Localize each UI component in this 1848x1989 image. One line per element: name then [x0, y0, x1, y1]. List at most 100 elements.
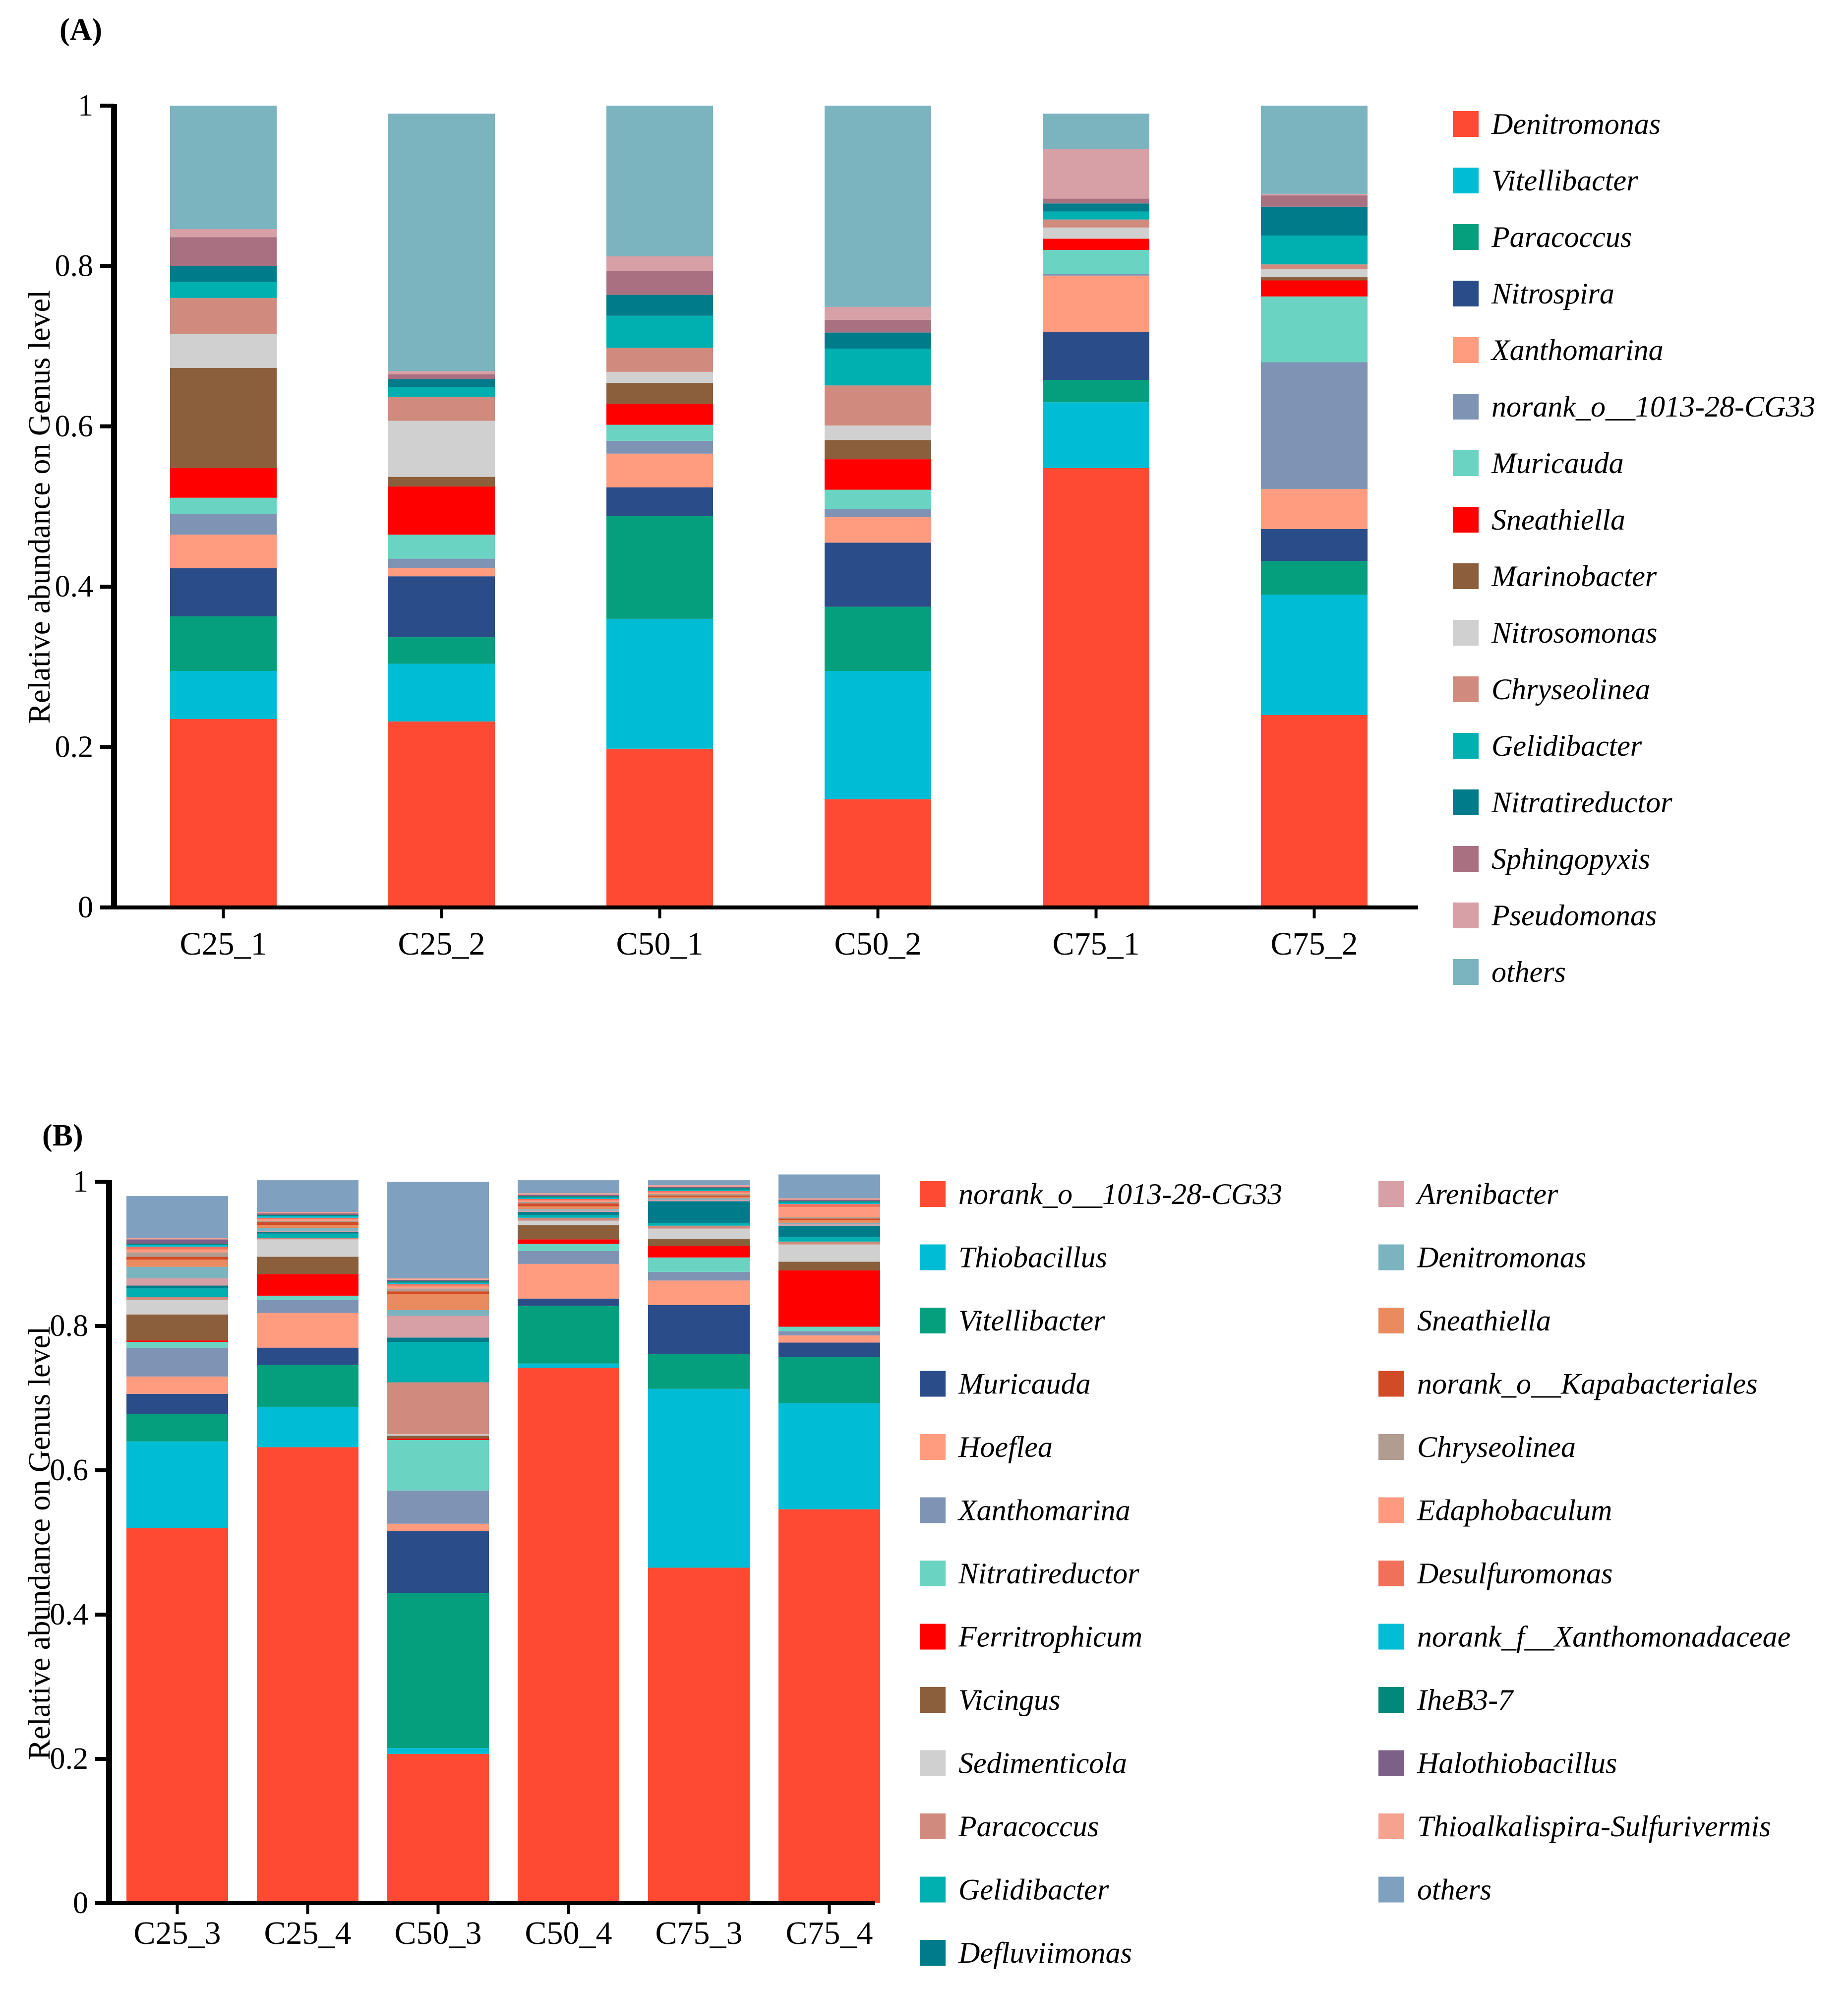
bar-segment-C75_4-Arenibacter [778, 1224, 880, 1226]
legend-label: Nitratireductor [1491, 786, 1672, 819]
x-tick-label: C50_4 [525, 1915, 612, 1951]
bar-segment-C75_3-Ferritrophicum [648, 1246, 750, 1258]
bar-segment-C25_3-Defluviimonas [126, 1285, 228, 1289]
bar-segment-C25_1-Muricauda [170, 497, 277, 514]
legend-swatch [1378, 1434, 1404, 1460]
y-tick-label: 0.4 [55, 570, 94, 603]
bar-segment-C50_2-norank_o__1013-28-CG33 [825, 509, 931, 517]
bar-segment-C50_4-norank_o__1013-28-CG33 [518, 1368, 619, 1903]
x-tick-label: C75_3 [655, 1915, 742, 1951]
bar-segment-C75_3-Thioalkalispira-Sulfurivermis [648, 1185, 750, 1187]
legend-swatch [1453, 507, 1479, 533]
bar-segment-C50_1-Marinobacter [606, 383, 713, 404]
x-tick-label: C75_1 [1052, 926, 1139, 962]
legend-swatch [1453, 846, 1479, 872]
bar-segment-C75_3-Paracoccus [648, 1225, 750, 1229]
bar-segment-C25_4-Thioalkalispira-Sulfurivermis [257, 1212, 358, 1214]
legend-swatch [920, 1434, 946, 1460]
legend-label: Edaphobaculum [1417, 1494, 1612, 1527]
legend-label: Thioalkalispira-Sulfurivermis [1417, 1810, 1771, 1843]
bar-segment-C75_3-Defluviimonas [648, 1201, 750, 1223]
bar-segment-C50_2-Sphingopyxis [825, 319, 931, 333]
bar-segment-C25_3-Chryseolinea [126, 1252, 228, 1257]
bar-segment-C75_3-Thiobacillus [648, 1388, 750, 1568]
bar-segment-C50_3-Hoeflea [387, 1523, 489, 1531]
legend-label: Sneathiella [1491, 503, 1625, 536]
x-tick-label: C75_2 [1270, 926, 1358, 962]
bar-segment-C25_3-IheB3-7 [126, 1244, 228, 1246]
bar-segment-C25_1-Xanthomarina [170, 535, 277, 569]
legend-swatch [920, 1876, 946, 1903]
legend-label: Nitrosomonas [1491, 616, 1658, 649]
bar-segment-C50_4-Edaphobaculum [518, 1200, 619, 1202]
bar-segment-C25_2-Nitrosomonas [388, 421, 495, 477]
bar-segment-C75_3-Xanthomarina [648, 1271, 750, 1281]
bar-segment-C75_2-Nitrospira [1261, 529, 1368, 561]
bar-segment-C25_1-Nitrosomonas [170, 334, 277, 368]
bar-segment-C75_4-Thiobacillus [778, 1403, 880, 1509]
legend-swatch [920, 1561, 946, 1586]
bar-segment-C75_2-Chryseolinea [1261, 264, 1368, 269]
bar-segment-C75_1-Chryseolinea [1043, 219, 1149, 228]
legend: Denitromonas Vitellibacter Paracoccus Nitro… [1453, 108, 1815, 988]
bar-segment-C25_1-Paracoccus [170, 616, 277, 671]
legend-swatch [920, 1371, 946, 1397]
legend-label: Vitellibacter [958, 1304, 1105, 1337]
bar-segment-C25_4-Vicingus [257, 1257, 358, 1274]
bar-segment-C25_2-Vitellibacter [388, 663, 495, 722]
y-tick-label: 0.6 [50, 1453, 89, 1487]
bar-segment-C25_3-Sedimenticola [126, 1300, 228, 1315]
bar-segment-C25_4-Arenibacter [257, 1230, 358, 1232]
y-tick-label: 1 [73, 1165, 88, 1199]
bar-segment-C75_4-norank_o__Kapabacteriales [778, 1218, 880, 1220]
bar-segment-C75_3-Sedimenticola [648, 1228, 750, 1239]
bar-segment-C50_1-Gelidibacter [606, 315, 713, 348]
bar-segment-C50_4-Vicingus [518, 1225, 619, 1240]
bar-segment-C75_4-Thioalkalispira-Sulfurivermis [778, 1198, 880, 1200]
bar-segment-C50_3-Muricauda [387, 1531, 489, 1593]
panel-b-label: (B) [42, 1119, 83, 1152]
legend-label: Defluviimonas [958, 1936, 1132, 1969]
bar-segment-C50_4-Paracoccus [518, 1217, 619, 1221]
x-tick-label: C25_2 [398, 926, 485, 962]
bar-segment-C75_2-Denitromonas [1261, 715, 1368, 907]
bar-segment-C50_1-Nitrosomonas [606, 371, 713, 383]
legend: norank_o__1013-28-CG33 Thiobacillus Vitell… [920, 1178, 1790, 1969]
bar-segment-C75_2-norank_o__1013-28-CG33 [1261, 362, 1368, 489]
bar-segment-C25_2-others [388, 114, 495, 371]
bar-segment-C50_3-Thiobacillus [387, 1748, 489, 1754]
bar-segment-C50_3-Sedimenticola [387, 1434, 489, 1436]
legend-label: Thiobacillus [958, 1241, 1107, 1274]
bar-segment-C25_3-Sneathiella [126, 1260, 228, 1267]
bar-segment-C25_3-Thioalkalispira-Sulfurivermis [126, 1238, 228, 1240]
bar-segment-C25_4-Muricauda [257, 1347, 358, 1365]
bar-segment-C25_2-Nitrospira [388, 576, 495, 638]
legend-swatch [920, 1940, 946, 1966]
bar-segment-C25_2-Muricauda [388, 535, 495, 559]
bar-segment-C25_3-Halothiobacillus [126, 1239, 228, 1244]
legend-swatch [1378, 1308, 1404, 1333]
legend-label: Vicingus [958, 1684, 1061, 1716]
bar-segment-C50_1-Sneathiella [606, 404, 713, 425]
bar-segment-C50_4-Thioalkalispira-Sulfurivermis [518, 1193, 619, 1195]
bar-segment-C50_4-Chryseolinea [518, 1202, 619, 1204]
bar-segment-C25_4-Xanthomarina [257, 1300, 358, 1313]
bar-segment-C50_1-Pseudomonas [606, 256, 713, 271]
legend-swatch [1453, 789, 1479, 815]
legend-label: Chryseolinea [1491, 673, 1650, 706]
bar-segment-C25_1-Nitratireductor [170, 266, 277, 282]
bar-segment-C75_1-others [1043, 114, 1149, 149]
bar-segment-C75_2-Nitratireductor [1261, 206, 1368, 236]
bar-segment-C25_1-Pseudomonas [170, 229, 277, 238]
bar-segment-C75_4-Defluviimonas [778, 1225, 880, 1238]
bar-segment-C25_3-Gelidibacter [126, 1288, 228, 1297]
bar-segment-C25_3-Thiobacillus [126, 1441, 228, 1528]
bar-segment-C50_2-Nitrosomonas [825, 425, 931, 440]
bar-segment-C25_4-Hoeflea [257, 1313, 358, 1348]
bar-segment-C50_4-norank_f__Xanthomonadaceae [518, 1198, 619, 1199]
bar-segment-C50_2-Muricauda [825, 489, 931, 509]
bar-segment-C25_2-Sphingopyxis [388, 374, 495, 379]
bar-segment-C50_1-norank_o__1013-28-CG33 [606, 440, 713, 454]
bar-segment-C75_4-Sedimenticola [778, 1244, 880, 1262]
bar-segment-C75_3-Denitromonas [648, 1198, 750, 1200]
